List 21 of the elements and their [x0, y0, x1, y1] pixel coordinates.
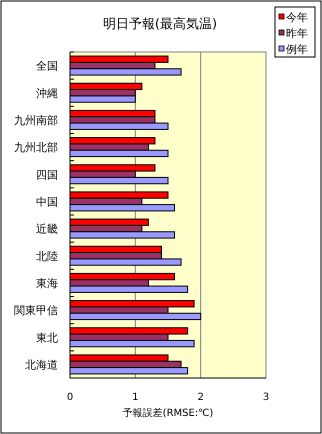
y-tick-label: 沖縄 [36, 86, 58, 100]
y-tick-label: 全国 [36, 60, 58, 73]
x-tick-label: 0 [66, 392, 74, 403]
y-tick-label: 東海 [36, 276, 58, 290]
x-tick-label: 2 [197, 392, 204, 403]
y-tick-label: 関東甲信 [14, 304, 58, 318]
legend-label: 今年 [286, 11, 308, 24]
y-tick-label: 九州北部 [14, 141, 58, 154]
y-tick-label: 北海道 [25, 358, 58, 372]
y-tick-label: 九州南部 [14, 114, 58, 127]
y-tick-label: 北陸 [36, 250, 58, 263]
legend-label: 昨年 [286, 27, 308, 40]
y-tick-label: 四国 [36, 168, 58, 182]
y-tick-label: 中国 [36, 195, 58, 208]
y-tick-label: 近畿 [36, 222, 58, 236]
y-tick-label: 東北 [36, 331, 58, 344]
x-axis-title: 予報誤差(RMSE:℃) [122, 407, 214, 419]
x-tick-label: 1 [132, 392, 139, 403]
legend-label: 例年 [286, 43, 308, 56]
chart-title: 明日予報(最高気温) [102, 16, 218, 32]
x-tick-label: 3 [262, 392, 270, 403]
